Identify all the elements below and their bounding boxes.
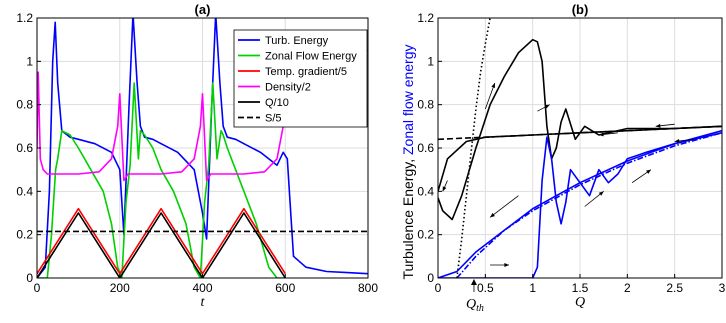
- panel-a-series-group: [37, 18, 368, 278]
- panel-a-legend-label-4: Q/10: [265, 97, 289, 109]
- panel-b-arrowhead-10: [598, 191, 604, 196]
- panel-b-qth-subscript: th: [476, 303, 484, 314]
- panel-b-arrowhead-8: [646, 169, 651, 174]
- panel-a-xtick-label: 0: [34, 281, 41, 295]
- panel-a-ytick-label: 1: [26, 54, 33, 68]
- panel-a-xlabel: t: [201, 295, 206, 310]
- panel-b-ytick-label: 1.2: [417, 11, 434, 25]
- panel-a-legend-label-0: Turb. Energy: [265, 35, 329, 47]
- panel-a-xtick-label: 400: [192, 281, 212, 295]
- panel-b-xlabel: Q: [575, 295, 585, 310]
- panel-a-legend-label-5: S/5: [265, 113, 282, 125]
- panel-b-ytick-label: 0.8: [417, 98, 434, 112]
- panel-a-legend-label-3: Density/2: [265, 82, 311, 94]
- panel-b-ylabel-part-1: Zonal flow energy: [400, 44, 416, 158]
- panel-b-xtick-label: 2.5: [666, 281, 683, 295]
- panel-a-legend-box: [233, 29, 368, 128]
- panel-a-series-line-4: [37, 212, 286, 278]
- panel-b-chart: 0 0.5 1 1.5 2 2.5 3 0 0.2 0.4 0.6 0.8 1 1.2 (b) Q Qth Tur…: [400, 2, 726, 314]
- panel-b-ylabel: Turbulence Energy, Zonal flow energy: [400, 44, 416, 279]
- panel-b-arrowhead-6: [442, 186, 447, 192]
- panel-b-xtick-label: 3: [719, 281, 726, 295]
- panel-b-xtick-label: 2: [624, 281, 631, 295]
- panel-a-ytick-label: 1.2: [16, 11, 33, 25]
- panel-b-ylabel-part-0: Turbulence Energy,: [400, 159, 416, 280]
- panel-a-legend-label-2: Temp. gradient/5: [265, 66, 347, 78]
- panel-b-series-group: [438, 18, 722, 278]
- panel-b-qth-arrowhead: [470, 279, 477, 285]
- panel-b-xtick-label: 0.5: [477, 281, 494, 295]
- panel-a-ytick-label: 0: [26, 271, 33, 285]
- panel-b-title: (b): [572, 2, 589, 17]
- panel-b-series-line-6: [456, 18, 491, 278]
- panel-b-ytick-label: 0: [427, 271, 434, 285]
- panel-b-arrowhead-5: [491, 83, 496, 88]
- panel-b-qth-label: Qth: [466, 297, 484, 314]
- panel-a-ytick-label: 0.4: [16, 184, 33, 198]
- panel-a-series-line-0: [37, 18, 368, 278]
- panel-a-ytick-label: 0.2: [16, 228, 33, 242]
- panel-a-xtick-label: 600: [275, 281, 295, 295]
- panel-a-series-line-2: [37, 207, 286, 275]
- panel-a-series-line-3: [37, 49, 368, 182]
- panel-a-chart: 0 200 400 600 800 0 0.2 0.4 0.6 0.8 1 1.2 (a) t Turb. …: [16, 2, 378, 310]
- panel-b-arrow-7: [489, 195, 519, 218]
- panel-b-xtick-label: 0: [435, 281, 442, 295]
- panel-a-xtick-label: 800: [358, 281, 378, 295]
- panel-b-series-line-5: [438, 125, 722, 141]
- panel-b-xtick-label: 1: [529, 281, 536, 295]
- panel-b-xtick-label: 1.5: [572, 281, 589, 295]
- panel-b-ytick-label: 1: [427, 54, 434, 68]
- panel-a-legend: Turb. Energy Zonal Flow Energy Temp. gradi…: [233, 29, 368, 128]
- panel-b-arrowhead-2: [655, 123, 661, 128]
- panel-b-arrow-5: [484, 82, 496, 110]
- panel-a-series-line-1: [37, 82, 285, 278]
- panel-a-title: (a): [195, 2, 211, 17]
- panel-b-arrows: [442, 82, 694, 267]
- panel-a-ytick-label: 0.6: [16, 141, 33, 155]
- panel-b-arrowhead-3: [598, 132, 604, 137]
- panel-a-xtick-label: 200: [110, 281, 130, 295]
- panel-b-series-line-0: [438, 38, 722, 221]
- panel-b-ytick-label: 0.6: [417, 141, 434, 155]
- panel-b-arrowhead-9: [504, 263, 509, 267]
- panel-b-arrowhead-4: [674, 139, 680, 143]
- panel-b-arrowhead-7: [490, 212, 495, 218]
- panel-a-ytick-label: 0.8: [16, 98, 33, 112]
- panel-b-series-line-4: [456, 132, 722, 278]
- panel-b-series-line-3: [438, 129, 722, 278]
- panel-b-arrowhead-1: [544, 104, 550, 109]
- panel-a-legend-label-1: Zonal Flow Energy: [265, 51, 357, 63]
- panel-b-ytick-label: 0.2: [417, 228, 434, 242]
- panel-b-ytick-label: 0.4: [417, 184, 434, 198]
